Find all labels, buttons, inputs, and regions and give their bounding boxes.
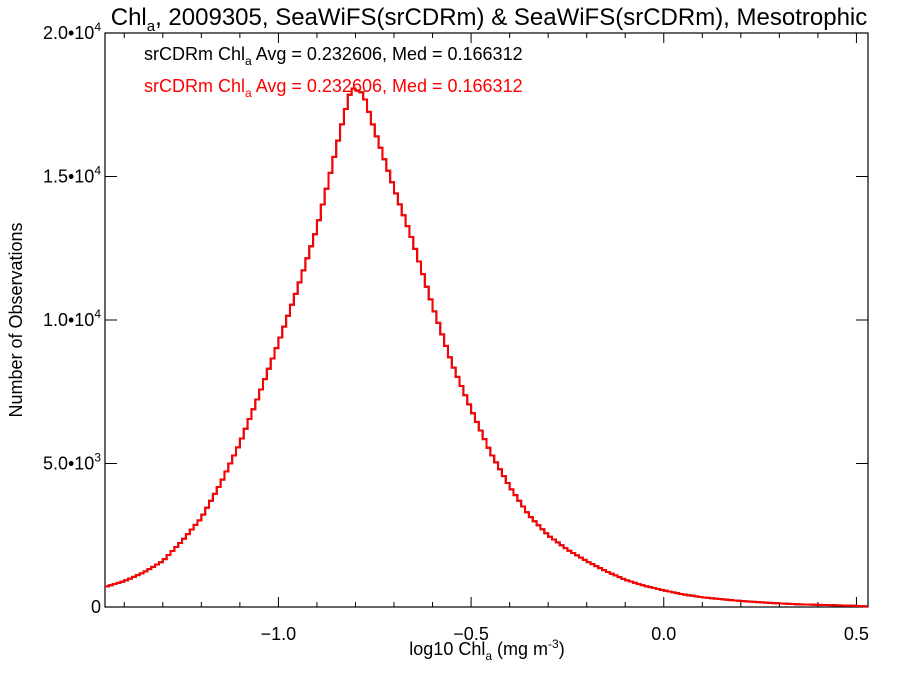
chart-title: Chla, 2009305, SeaWiFS(srCDRm) & SeaWiFS…	[111, 4, 868, 35]
y-tick-label: 5.0•103	[43, 451, 101, 474]
y-tick-label: 2.0•104	[43, 20, 101, 43]
x-axis-label: log10 Chla (mg m-3)	[409, 637, 564, 663]
y-axis-label: Number of Observations	[6, 222, 26, 417]
series-line-red	[105, 87, 868, 608]
x-tick-label: 0.5	[844, 624, 869, 644]
y-tick-label: 1.5•104	[43, 164, 101, 187]
y-tick-labels: 0 5.0•103 1.0•104 1.5•104 2.0•104	[43, 20, 101, 617]
x-tick-labels: −1.0 −0.5 0.0 0.5	[261, 624, 869, 644]
x-tick-label: −1.0	[261, 624, 297, 644]
annotation-red: srCDRm Chla Avg = 0.232606, Med = 0.1663…	[144, 76, 523, 100]
x-tick-label: −0.5	[453, 624, 489, 644]
y-tick-label: 0	[91, 597, 101, 617]
y-tick-label: 1.0•104	[43, 307, 101, 330]
annotation-black: srCDRm Chla Avg = 0.232606, Med = 0.1663…	[144, 44, 523, 68]
x-tick-label: 0.0	[651, 624, 676, 644]
